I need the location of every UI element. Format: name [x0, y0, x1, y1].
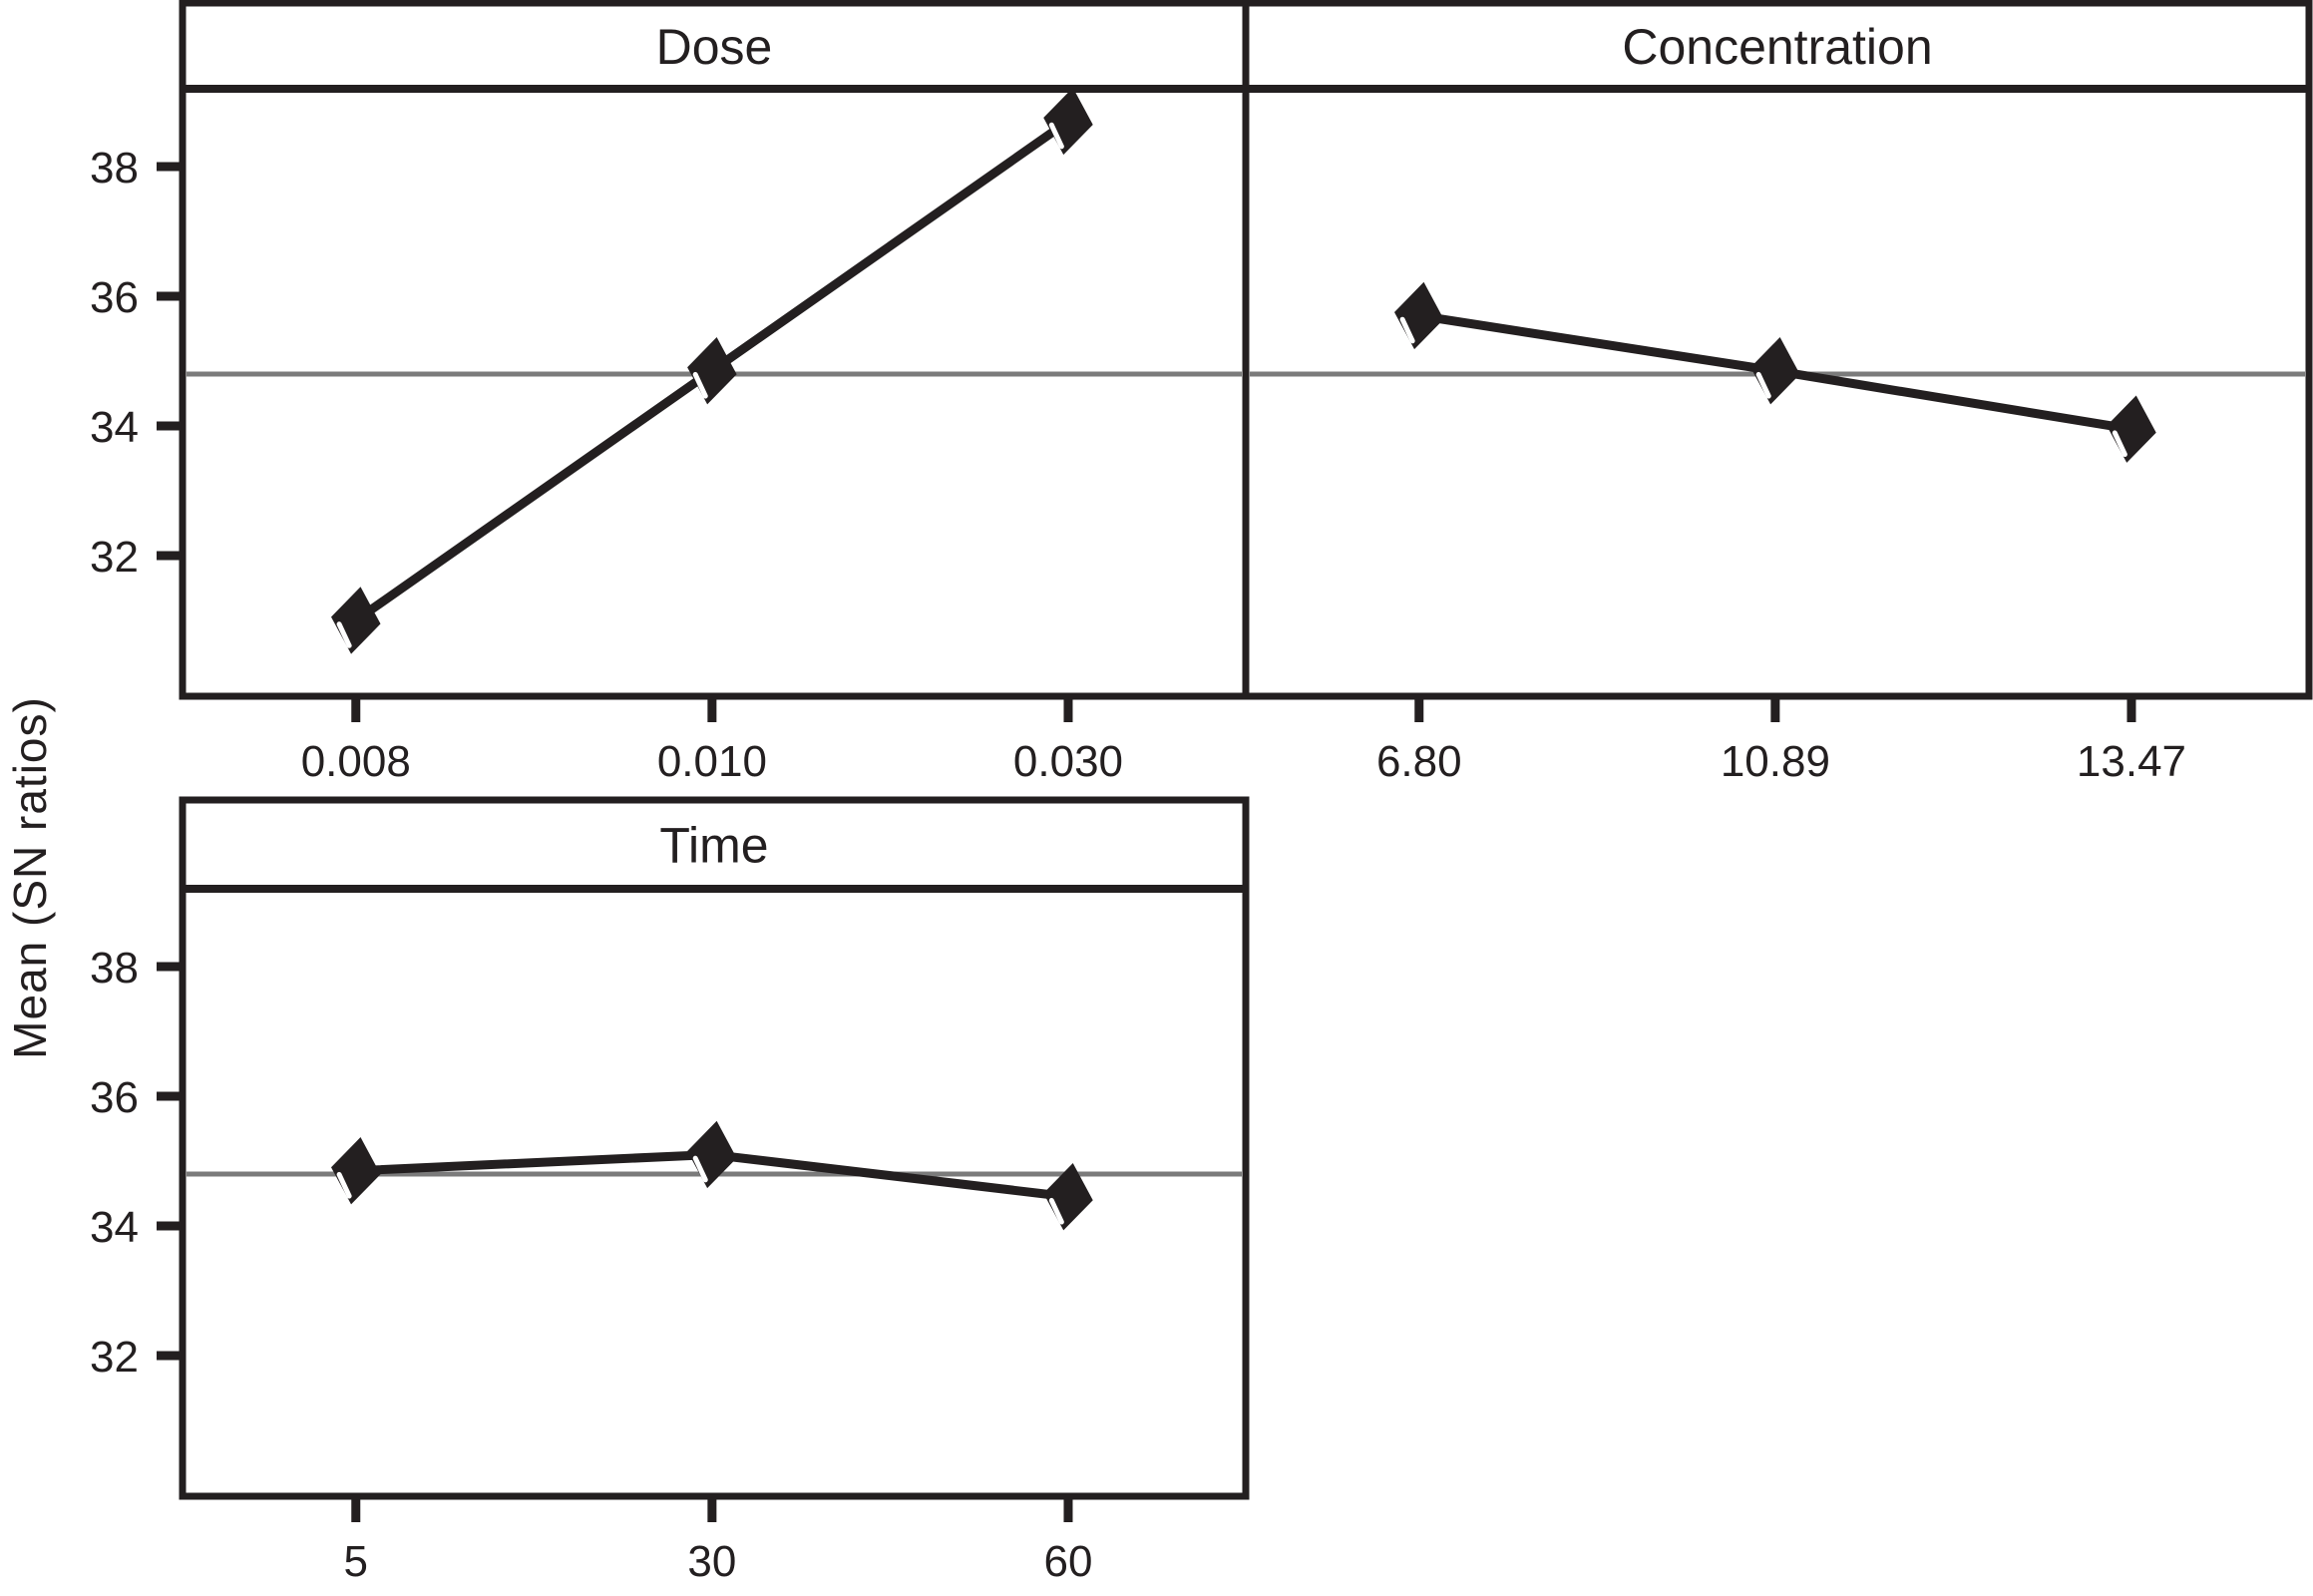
y-tick-label: 32: [90, 533, 139, 582]
marker-highlight: [1048, 122, 1064, 150]
data-point-marker-time-2: [1043, 1163, 1093, 1231]
data-point-marker-time-1: [687, 1120, 737, 1189]
x-tick-label: 60: [1044, 1537, 1093, 1586]
y-tick-label: 36: [90, 1073, 139, 1122]
diamond-marker: [687, 1120, 737, 1189]
y-tick-label: 34: [90, 1203, 139, 1252]
diamond-marker: [2107, 395, 2156, 463]
panel-dose: Dose 0.008 0.010 0.030 38 36 34 32: [90, 0, 1250, 786]
data-point-marker-dose-2: [1043, 87, 1093, 156]
marker-highlight: [2112, 430, 2127, 458]
marker-highlight: [336, 621, 352, 648]
data-point-marker-time-0: [331, 1137, 381, 1205]
x-tick-label: 30: [687, 1537, 736, 1586]
data-point-marker-concentration-1: [1750, 337, 1800, 405]
diamond-marker: [1043, 87, 1093, 156]
marker-highlight: [692, 1155, 708, 1183]
marker-highlight: [1755, 371, 1771, 399]
panel-border: [179, 796, 1250, 1500]
diamond-marker: [331, 587, 381, 654]
y-tick-label: 32: [90, 1333, 139, 1382]
y-tick-label: 36: [90, 273, 139, 322]
marker-highlight: [1048, 1197, 1064, 1225]
panel-title-time: Time: [659, 818, 768, 874]
marker-highlight: [336, 1171, 352, 1199]
y-axis-title: Mean (SN ratios): [4, 696, 56, 1059]
x-tick-label: 6.80: [1376, 737, 1462, 786]
data-point-marker-dose-0: [331, 587, 381, 654]
panel-time: Time 5 30 60 38 36 34 32: [90, 796, 1250, 1586]
diamond-marker: [687, 337, 737, 405]
panel-concentration: Concentration 6.80 10.89 13.47: [1242, 0, 2313, 786]
diamond-marker: [331, 1137, 381, 1205]
marker-highlight: [692, 371, 708, 399]
x-tick-label: 10.89: [1721, 737, 1830, 786]
data-point-marker-dose-1: [687, 337, 737, 405]
y-tick-label: 34: [90, 403, 139, 452]
panel-title-concentration: Concentration: [1622, 19, 1932, 75]
x-tick-label: 0.010: [657, 737, 767, 786]
panel-border: [1242, 0, 2313, 700]
diamond-marker: [1394, 281, 1444, 350]
x-tick-label: 13.47: [2077, 737, 2186, 786]
diamond-marker: [1750, 337, 1800, 405]
y-tick-label: 38: [90, 944, 139, 993]
x-tick-label: 5: [344, 1537, 368, 1586]
x-tick-label: 0.008: [301, 737, 411, 786]
data-point-marker-concentration-2: [2107, 395, 2156, 463]
y-tick-label: 38: [90, 144, 139, 193]
diamond-marker: [1043, 1163, 1093, 1231]
marker-highlight: [1399, 316, 1415, 344]
panel-title-dose: Dose: [656, 19, 773, 75]
x-tick-label: 0.030: [1013, 737, 1123, 786]
data-point-marker-concentration-0: [1394, 281, 1444, 350]
